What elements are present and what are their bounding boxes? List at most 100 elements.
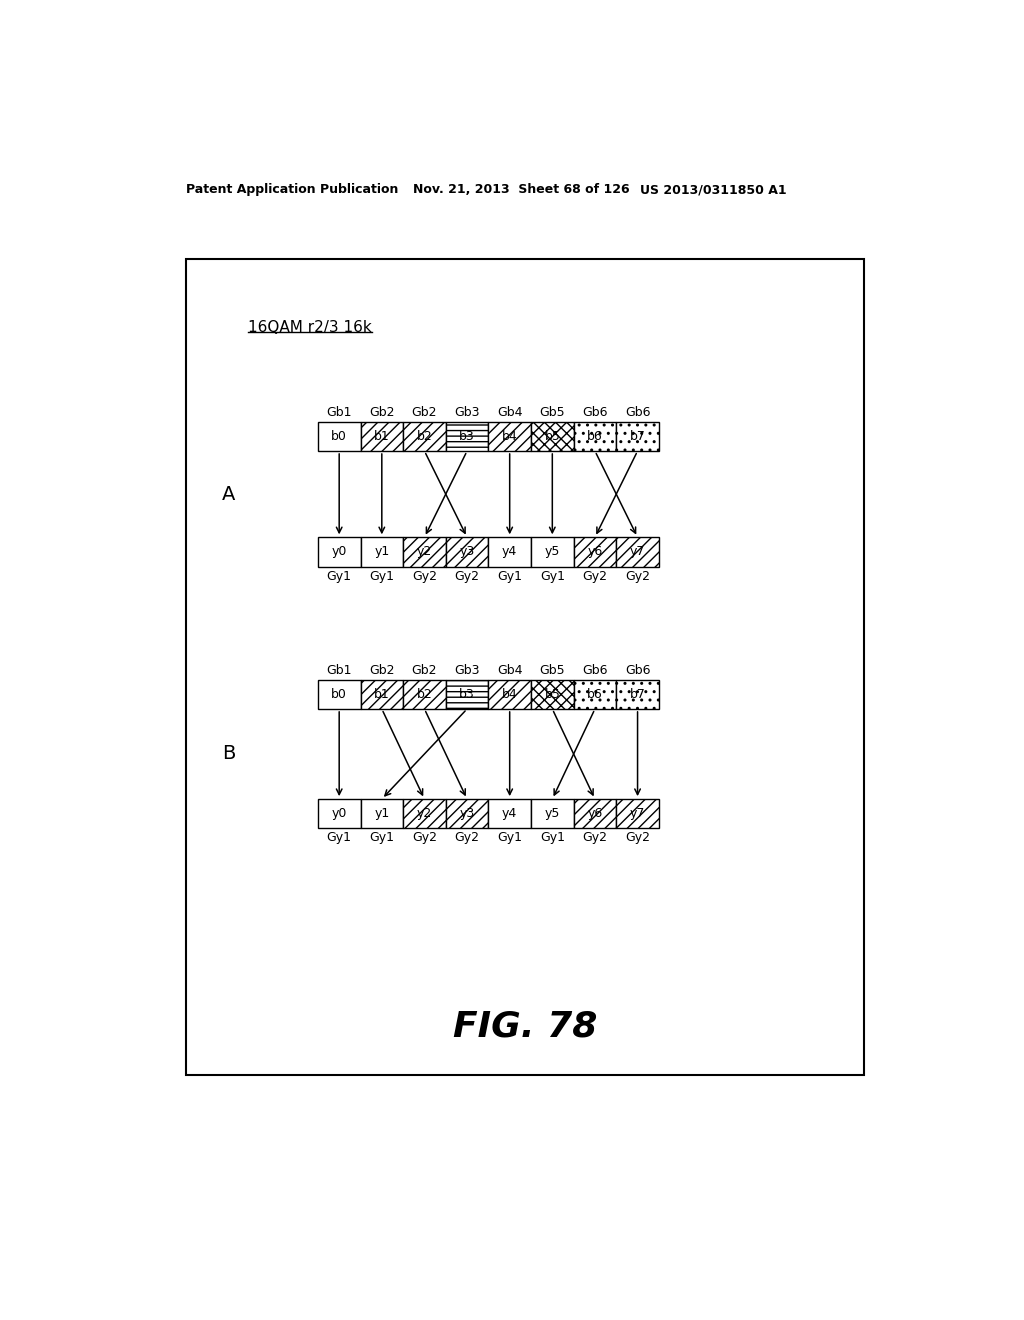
Text: Gy2: Gy2 [412,832,437,845]
Text: Gy1: Gy1 [327,832,351,845]
Text: Gy1: Gy1 [498,570,522,582]
Bar [317,680,360,709]
Text: y2: y2 [417,807,432,820]
Text: Gy1: Gy1 [370,570,394,582]
Text: 16QAM r2/3 16k: 16QAM r2/3 16k [248,321,372,335]
Text: Gy2: Gy2 [455,570,479,582]
Text: y3: y3 [460,545,475,558]
Bar [573,422,616,451]
Text: Gb2: Gb2 [412,664,437,677]
Text: b1: b1 [374,430,390,444]
Text: y1: y1 [374,545,389,558]
Text: y7: y7 [630,807,645,820]
Bar [616,537,658,566]
Text: b2: b2 [417,430,432,444]
Text: b6: b6 [587,430,603,444]
Bar [531,680,573,709]
Text: b7: b7 [630,688,645,701]
Text: FIG. 78: FIG. 78 [453,1010,597,1043]
Text: Gb6: Gb6 [625,405,650,418]
Text: Gb4: Gb4 [497,405,522,418]
Text: b4: b4 [502,430,517,444]
Text: b4: b4 [502,688,517,701]
Text: Gy1: Gy1 [370,832,394,845]
Text: b0: b0 [331,688,347,701]
Bar [488,422,531,451]
Text: Gb1: Gb1 [327,405,352,418]
Text: US 2013/0311850 A1: US 2013/0311850 A1 [640,183,786,197]
Text: Gb2: Gb2 [369,664,394,677]
Text: b0: b0 [331,430,347,444]
Text: y5: y5 [545,545,560,558]
Bar [360,680,403,709]
Bar [445,799,488,829]
Text: Gy1: Gy1 [540,570,565,582]
Text: y1: y1 [374,807,389,820]
Text: Gb6: Gb6 [583,664,607,677]
Text: Gy2: Gy2 [412,570,437,582]
Text: y2: y2 [417,545,432,558]
Bar [445,422,488,451]
Text: Patent Application Publication: Patent Application Publication [186,183,398,197]
Text: Gy1: Gy1 [498,832,522,845]
Bar [403,799,445,829]
Bar [616,680,658,709]
Text: Gy2: Gy2 [455,832,479,845]
Text: b2: b2 [417,688,432,701]
Bar [403,537,445,566]
Text: Gb5: Gb5 [540,664,565,677]
Text: Gy1: Gy1 [540,832,565,845]
Text: Nov. 21, 2013  Sheet 68 of 126: Nov. 21, 2013 Sheet 68 of 126 [414,183,630,197]
Text: Gy2: Gy2 [583,832,607,845]
Bar [616,422,658,451]
Text: b5: b5 [545,430,560,444]
Text: y6: y6 [588,807,602,820]
Text: Gb4: Gb4 [497,664,522,677]
Text: y0: y0 [332,807,347,820]
Text: Gb2: Gb2 [369,405,394,418]
Bar [317,799,360,829]
Bar [317,537,360,566]
Text: Gy2: Gy2 [583,570,607,582]
Text: A: A [222,484,236,504]
Text: Gb3: Gb3 [455,664,480,677]
Bar [360,537,403,566]
Bar [573,799,616,829]
Text: y4: y4 [502,807,517,820]
Text: b1: b1 [374,688,390,701]
Bar [403,680,445,709]
Bar [317,422,360,451]
Bar [186,259,864,1074]
Text: b6: b6 [587,688,603,701]
Text: Gb6: Gb6 [583,405,607,418]
Text: Gb1: Gb1 [327,664,352,677]
Text: Gb5: Gb5 [540,405,565,418]
Bar [616,799,658,829]
Bar [360,422,403,451]
Text: y5: y5 [545,807,560,820]
Bar [403,422,445,451]
Text: y6: y6 [588,545,602,558]
Text: b5: b5 [545,688,560,701]
Text: Gb2: Gb2 [412,405,437,418]
Bar [488,680,531,709]
Text: y3: y3 [460,807,475,820]
Text: Gy1: Gy1 [327,570,351,582]
Bar [488,799,531,829]
Bar [531,799,573,829]
Text: b7: b7 [630,430,645,444]
Bar [531,422,573,451]
Text: b3: b3 [459,430,475,444]
Text: Gy2: Gy2 [625,570,650,582]
Bar [445,680,488,709]
Text: B: B [222,744,236,763]
Bar [488,537,531,566]
Text: y0: y0 [332,545,347,558]
Text: Gy2: Gy2 [625,832,650,845]
Bar [531,537,573,566]
Text: y7: y7 [630,545,645,558]
Bar [573,537,616,566]
Bar [445,537,488,566]
Text: y4: y4 [502,545,517,558]
Bar [360,799,403,829]
